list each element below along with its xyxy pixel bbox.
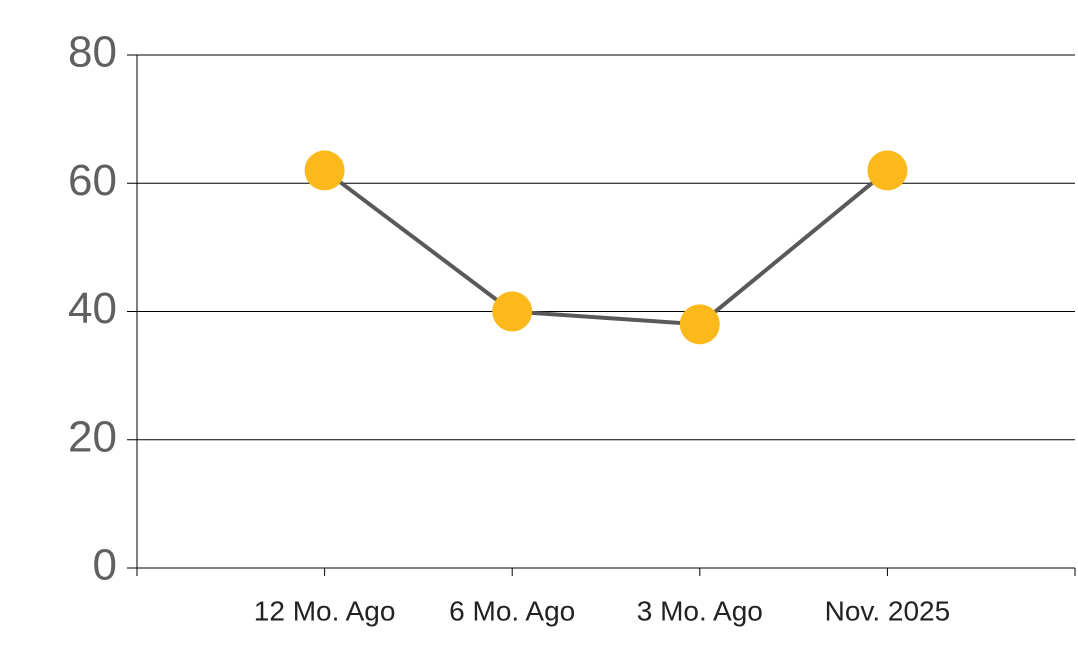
y-tick-label: 20: [68, 412, 117, 461]
y-tick-label: 40: [68, 284, 117, 333]
data-point: [492, 291, 533, 332]
y-tick-label: 80: [68, 28, 117, 77]
data-point: [867, 150, 908, 191]
x-tick-label: 12 Mo. Ago: [254, 595, 396, 626]
y-tick-label: 60: [68, 156, 117, 205]
x-tick-label: Nov. 2025: [825, 595, 951, 626]
data-point: [304, 150, 345, 191]
data-point: [679, 304, 720, 345]
series-line: [323, 168, 889, 327]
x-tick-label: 3 Mo. Ago: [637, 595, 763, 626]
y-tick-label: 0: [93, 541, 117, 590]
x-tick-label: 6 Mo. Ago: [449, 595, 575, 626]
